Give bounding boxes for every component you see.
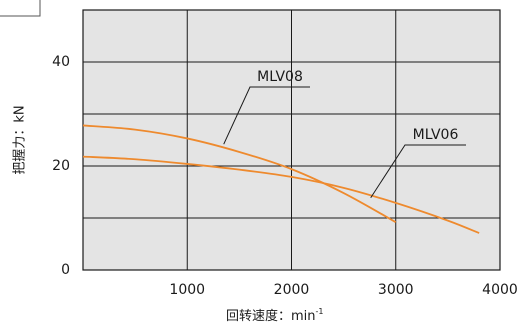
y-axis-ticks: 0 20 40 xyxy=(52,54,70,278)
series-label-mlv06: MLV06 xyxy=(413,127,459,143)
y-axis-label: 把握力：kN xyxy=(13,105,28,174)
series-lines xyxy=(82,124,480,234)
series-label-mlv08: MLV08 xyxy=(257,69,303,85)
x-axis-label-main: 回转速度：min xyxy=(226,308,316,324)
x-tick-label: 4000 xyxy=(482,282,518,298)
series-labels: MLV08 MLV06 xyxy=(223,69,466,198)
grid-lines xyxy=(83,10,500,270)
y-tick-label: 40 xyxy=(52,54,70,70)
y-tick-label: 20 xyxy=(52,158,70,174)
series-line-mlv08 xyxy=(82,124,397,223)
series-line-mlv06 xyxy=(82,155,480,234)
x-tick-label: 2000 xyxy=(274,282,310,298)
leader-line-mlv08 xyxy=(223,86,310,145)
x-axis-label-superscript: -1 xyxy=(316,307,324,316)
x-tick-label: 3000 xyxy=(378,282,414,298)
x-tick-label: 1000 xyxy=(169,282,205,298)
y-tick-label: 0 xyxy=(61,262,70,278)
x-axis-label: 回转速度：min-1 xyxy=(226,307,324,324)
leader-line-mlv06 xyxy=(370,144,466,198)
frame-corner xyxy=(0,0,41,17)
x-axis-ticks: 1000 2000 3000 4000 xyxy=(169,282,517,298)
